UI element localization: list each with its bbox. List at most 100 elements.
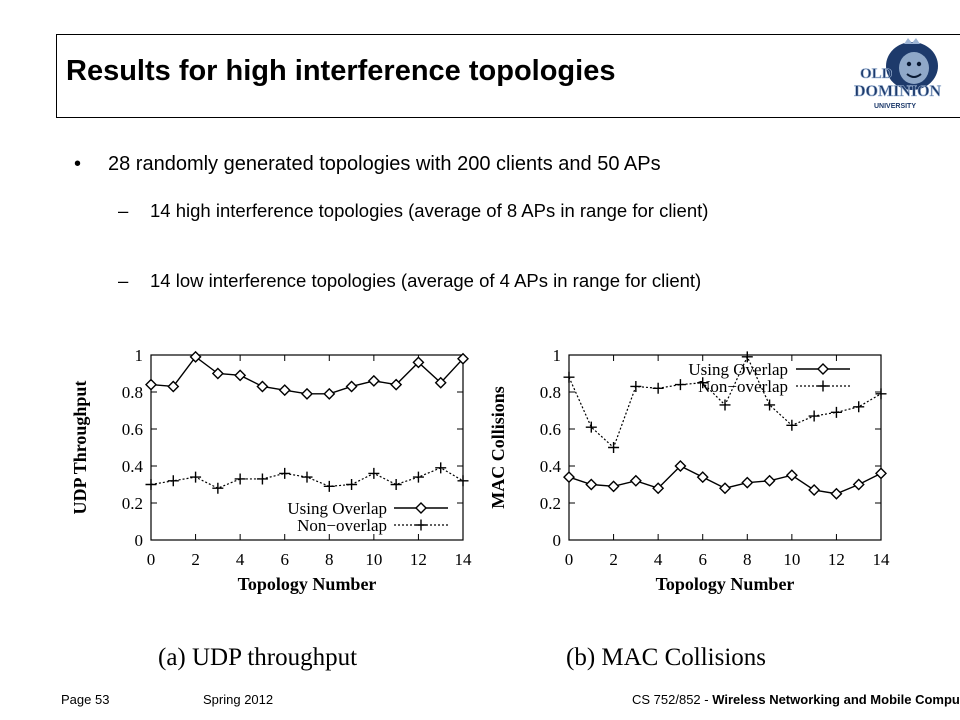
dash-icon: – — [118, 200, 129, 221]
footer-term: Spring 2012 — [203, 692, 274, 707]
slide-title: Results for high interference topologies — [66, 55, 616, 87]
data-point-overlap — [434, 376, 447, 389]
logo-text-old: OLD — [860, 66, 893, 82]
series-overlap — [145, 350, 469, 400]
data-point-non-overlap — [145, 479, 157, 490]
data-point-non-overlap — [786, 419, 798, 431]
data-point-non-overlap — [585, 421, 597, 433]
data-point-overlap — [167, 380, 180, 393]
series-overlap — [563, 460, 887, 500]
legend-marker-overlap — [415, 502, 427, 514]
footer-course-name: Wireless Networking and Mobile Computing — [712, 692, 960, 707]
series-line-non-overlap — [150, 467, 464, 489]
data-point-non-overlap — [212, 482, 224, 494]
logo-text-university: UNIVERSITY — [874, 103, 916, 110]
data-point-non-overlap — [301, 471, 313, 483]
data-point-non-overlap — [457, 475, 469, 487]
x-tick-label: 14 — [873, 550, 891, 569]
y-tick-label: 0 — [553, 531, 562, 550]
data-point-overlap — [301, 387, 313, 400]
data-point-non-overlap — [368, 467, 380, 479]
data-point-overlap — [345, 380, 358, 393]
x-tick-label: 2 — [609, 550, 618, 569]
y-tick-label: 0 — [135, 531, 144, 550]
data-point-non-overlap — [256, 473, 268, 485]
data-point-overlap — [211, 367, 224, 380]
data-point-overlap — [652, 482, 665, 495]
data-point-overlap — [696, 471, 709, 484]
data-point-overlap — [875, 467, 887, 480]
data-point-overlap — [585, 478, 598, 491]
data-point-non-overlap — [697, 377, 709, 389]
data-point-overlap — [256, 380, 269, 393]
data-point-overlap — [189, 350, 202, 363]
legend-label-overlap: Using Overlap — [287, 499, 387, 518]
series-non-overlap — [145, 462, 469, 494]
logo-text-dominion: DOMINION — [854, 83, 942, 100]
dash-icon: – — [118, 270, 129, 291]
x-tick-label: 4 — [236, 550, 245, 569]
data-point-non-overlap — [741, 351, 753, 363]
data-point-non-overlap — [190, 471, 202, 483]
data-point-overlap — [852, 478, 865, 491]
bullet-icon: • — [74, 153, 82, 175]
y-tick-label: 1 — [135, 346, 144, 365]
y-tick-label: 0.4 — [122, 457, 144, 476]
data-point-non-overlap — [323, 480, 335, 492]
data-point-non-overlap — [608, 442, 620, 453]
legend-label-overlap: Using Overlap — [688, 360, 788, 379]
x-tick-label: 14 — [455, 550, 473, 569]
legend-label-non-overlap: Non−overlap — [698, 377, 788, 396]
data-point-overlap — [278, 384, 291, 397]
legend-marker-non-overlap — [415, 519, 427, 531]
x-tick-label: 0 — [565, 550, 574, 569]
x-tick-label: 12 — [410, 550, 427, 569]
y-tick-label: 0.6 — [540, 420, 561, 439]
data-point-non-overlap — [719, 399, 731, 411]
x-tick-label: 6 — [280, 550, 289, 569]
data-point-non-overlap — [674, 379, 686, 391]
data-point-non-overlap — [412, 471, 424, 483]
y-tick-label: 0.2 — [540, 494, 561, 513]
sub-bullet-high-text: 14 high interference topologies (average… — [150, 200, 709, 221]
data-point-non-overlap — [853, 401, 865, 413]
x-tick-label: 10 — [783, 550, 800, 569]
series-non-overlap — [563, 351, 887, 453]
sub-bullet-low-text: 14 low interference topologies (average … — [150, 270, 702, 291]
data-point-non-overlap — [652, 382, 664, 394]
main-bullet-text: 28 randomly generated topologies with 20… — [108, 153, 661, 175]
data-point-overlap — [741, 476, 754, 489]
x-axis-label: Topology Number — [238, 574, 377, 594]
x-tick-label: 6 — [698, 550, 707, 569]
x-tick-label: 2 — [191, 550, 200, 569]
footer-course-code: CS 752/852 - — [632, 692, 713, 707]
data-point-non-overlap — [167, 475, 179, 487]
data-point-overlap — [563, 471, 575, 484]
data-point-non-overlap — [279, 467, 291, 479]
footer-course: CS 752/852 - Wireless Networking and Mob… — [632, 692, 960, 707]
data-point-non-overlap — [563, 371, 575, 383]
data-point-overlap — [830, 487, 843, 500]
x-tick-label: 0 — [147, 550, 156, 569]
data-point-non-overlap — [234, 473, 246, 485]
x-tick-label: 8 — [325, 550, 334, 569]
data-point-overlap — [457, 352, 469, 365]
data-point-overlap — [234, 369, 247, 382]
data-point-non-overlap — [630, 380, 642, 392]
data-point-non-overlap — [764, 399, 776, 411]
data-point-non-overlap — [346, 479, 358, 490]
title-box: Results for high interference topologies — [56, 34, 960, 118]
x-tick-label: 8 — [743, 550, 752, 569]
page-number: Page 53 — [61, 692, 110, 707]
chart-b-caption: (b) MAC Collisions — [566, 644, 767, 671]
data-point-overlap — [412, 356, 425, 369]
lion-mascot-icon — [886, 38, 938, 90]
data-point-overlap — [785, 469, 798, 482]
plot-frame — [568, 354, 882, 541]
y-tick-label: 0.6 — [122, 420, 143, 439]
legend-marker-overlap — [817, 363, 829, 375]
y-tick-label: 0.4 — [540, 457, 562, 476]
chart-a-caption: (a) UDP throughput — [158, 644, 358, 671]
